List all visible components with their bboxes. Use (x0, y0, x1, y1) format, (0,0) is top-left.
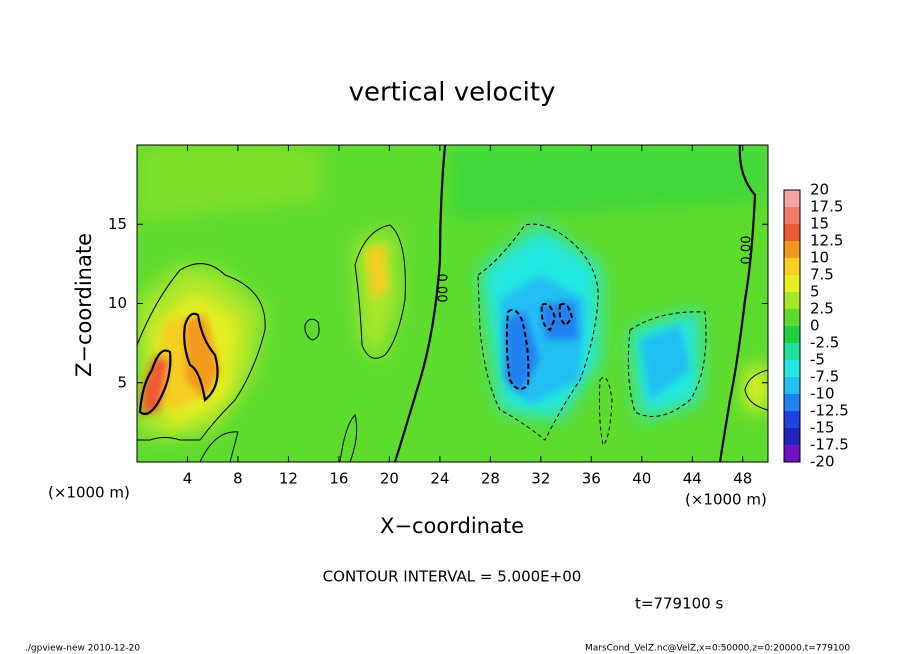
x-tick-label: 16 (329, 470, 348, 488)
colorbar-band (784, 241, 800, 258)
colorbar-band (784, 258, 800, 275)
contour-interval: CONTOUR INTERVAL = 5.000E+00 (323, 568, 582, 586)
x-tick-label: 44 (683, 470, 702, 488)
colorbar-band (784, 292, 800, 309)
chart-title: vertical velocity (349, 78, 556, 108)
colorbar-band (784, 377, 800, 394)
colorbar-label: 12.5 (810, 232, 843, 250)
colorbar-band (784, 309, 800, 326)
colorbar-label: -10 (810, 385, 835, 403)
colorbar-label: -17.5 (810, 436, 849, 454)
colorbar-label: -15 (810, 419, 835, 437)
y-tick-label: 15 (108, 215, 127, 233)
x-unit: (×1000 m) (48, 484, 130, 502)
x-tick-label: 24 (430, 470, 449, 488)
colorbar-label: 15 (810, 215, 829, 233)
x-tick-label: 8 (233, 470, 243, 488)
contour-label: 0.00 (434, 274, 449, 303)
colorbar-label: -20 (810, 453, 835, 471)
colorbar-label: 20 (810, 181, 829, 199)
colorbar-band (784, 445, 800, 462)
x-tick-label: 28 (481, 470, 500, 488)
colorbar-label: -7.5 (810, 368, 839, 386)
colorbar-label: -12.5 (810, 402, 849, 420)
y-axis-label: Z−coordinate (72, 233, 96, 377)
colorbar-band (784, 360, 800, 377)
footer: MarsCond_VelZ.nc@VelZ,x=0:50000,z=0:2000… (585, 644, 850, 654)
colorbar-band (784, 326, 800, 343)
colorbar-frame (783, 189, 801, 463)
y-tick-label: 5 (117, 373, 127, 391)
x-tick-label: 40 (632, 470, 651, 488)
colorbar-label: 5 (810, 283, 820, 301)
x-tick-label: 4 (183, 470, 193, 488)
contour-label: 0.00 (740, 236, 755, 265)
colorbar-band (784, 343, 800, 360)
colorbar-label: -2.5 (810, 334, 839, 352)
x-tick-label: 48 (733, 470, 752, 488)
colorbar-label: 17.5 (810, 198, 843, 216)
x-axis-label: X−coordinate (380, 514, 524, 538)
colorbar-label: 10 (810, 249, 829, 267)
y-tick-label: 10 (108, 294, 127, 312)
footer: ./gpview-new 2010-12-20 (25, 644, 140, 654)
field (137, 145, 768, 462)
colorbar-band (784, 224, 800, 241)
time-label: t=779100 s (635, 595, 723, 613)
x-tick-label: 20 (380, 470, 399, 488)
colorbar-band (784, 275, 800, 292)
colorbar-label: -5 (810, 351, 825, 369)
colorbar-band (784, 190, 800, 207)
colorbar-label: 2.5 (810, 300, 834, 318)
x-tick-label: 32 (531, 470, 550, 488)
colorbar-label: 0 (810, 317, 820, 335)
x-tick-label: 12 (279, 470, 298, 488)
x-tick-label: 36 (582, 470, 601, 488)
colorbar-band (784, 207, 800, 224)
colorbar-band (784, 411, 800, 428)
x-unit: (×1000 m) (685, 491, 767, 509)
colorbar-band (784, 428, 800, 445)
colorbar-label: 7.5 (810, 266, 834, 284)
colorbar-band (784, 394, 800, 411)
